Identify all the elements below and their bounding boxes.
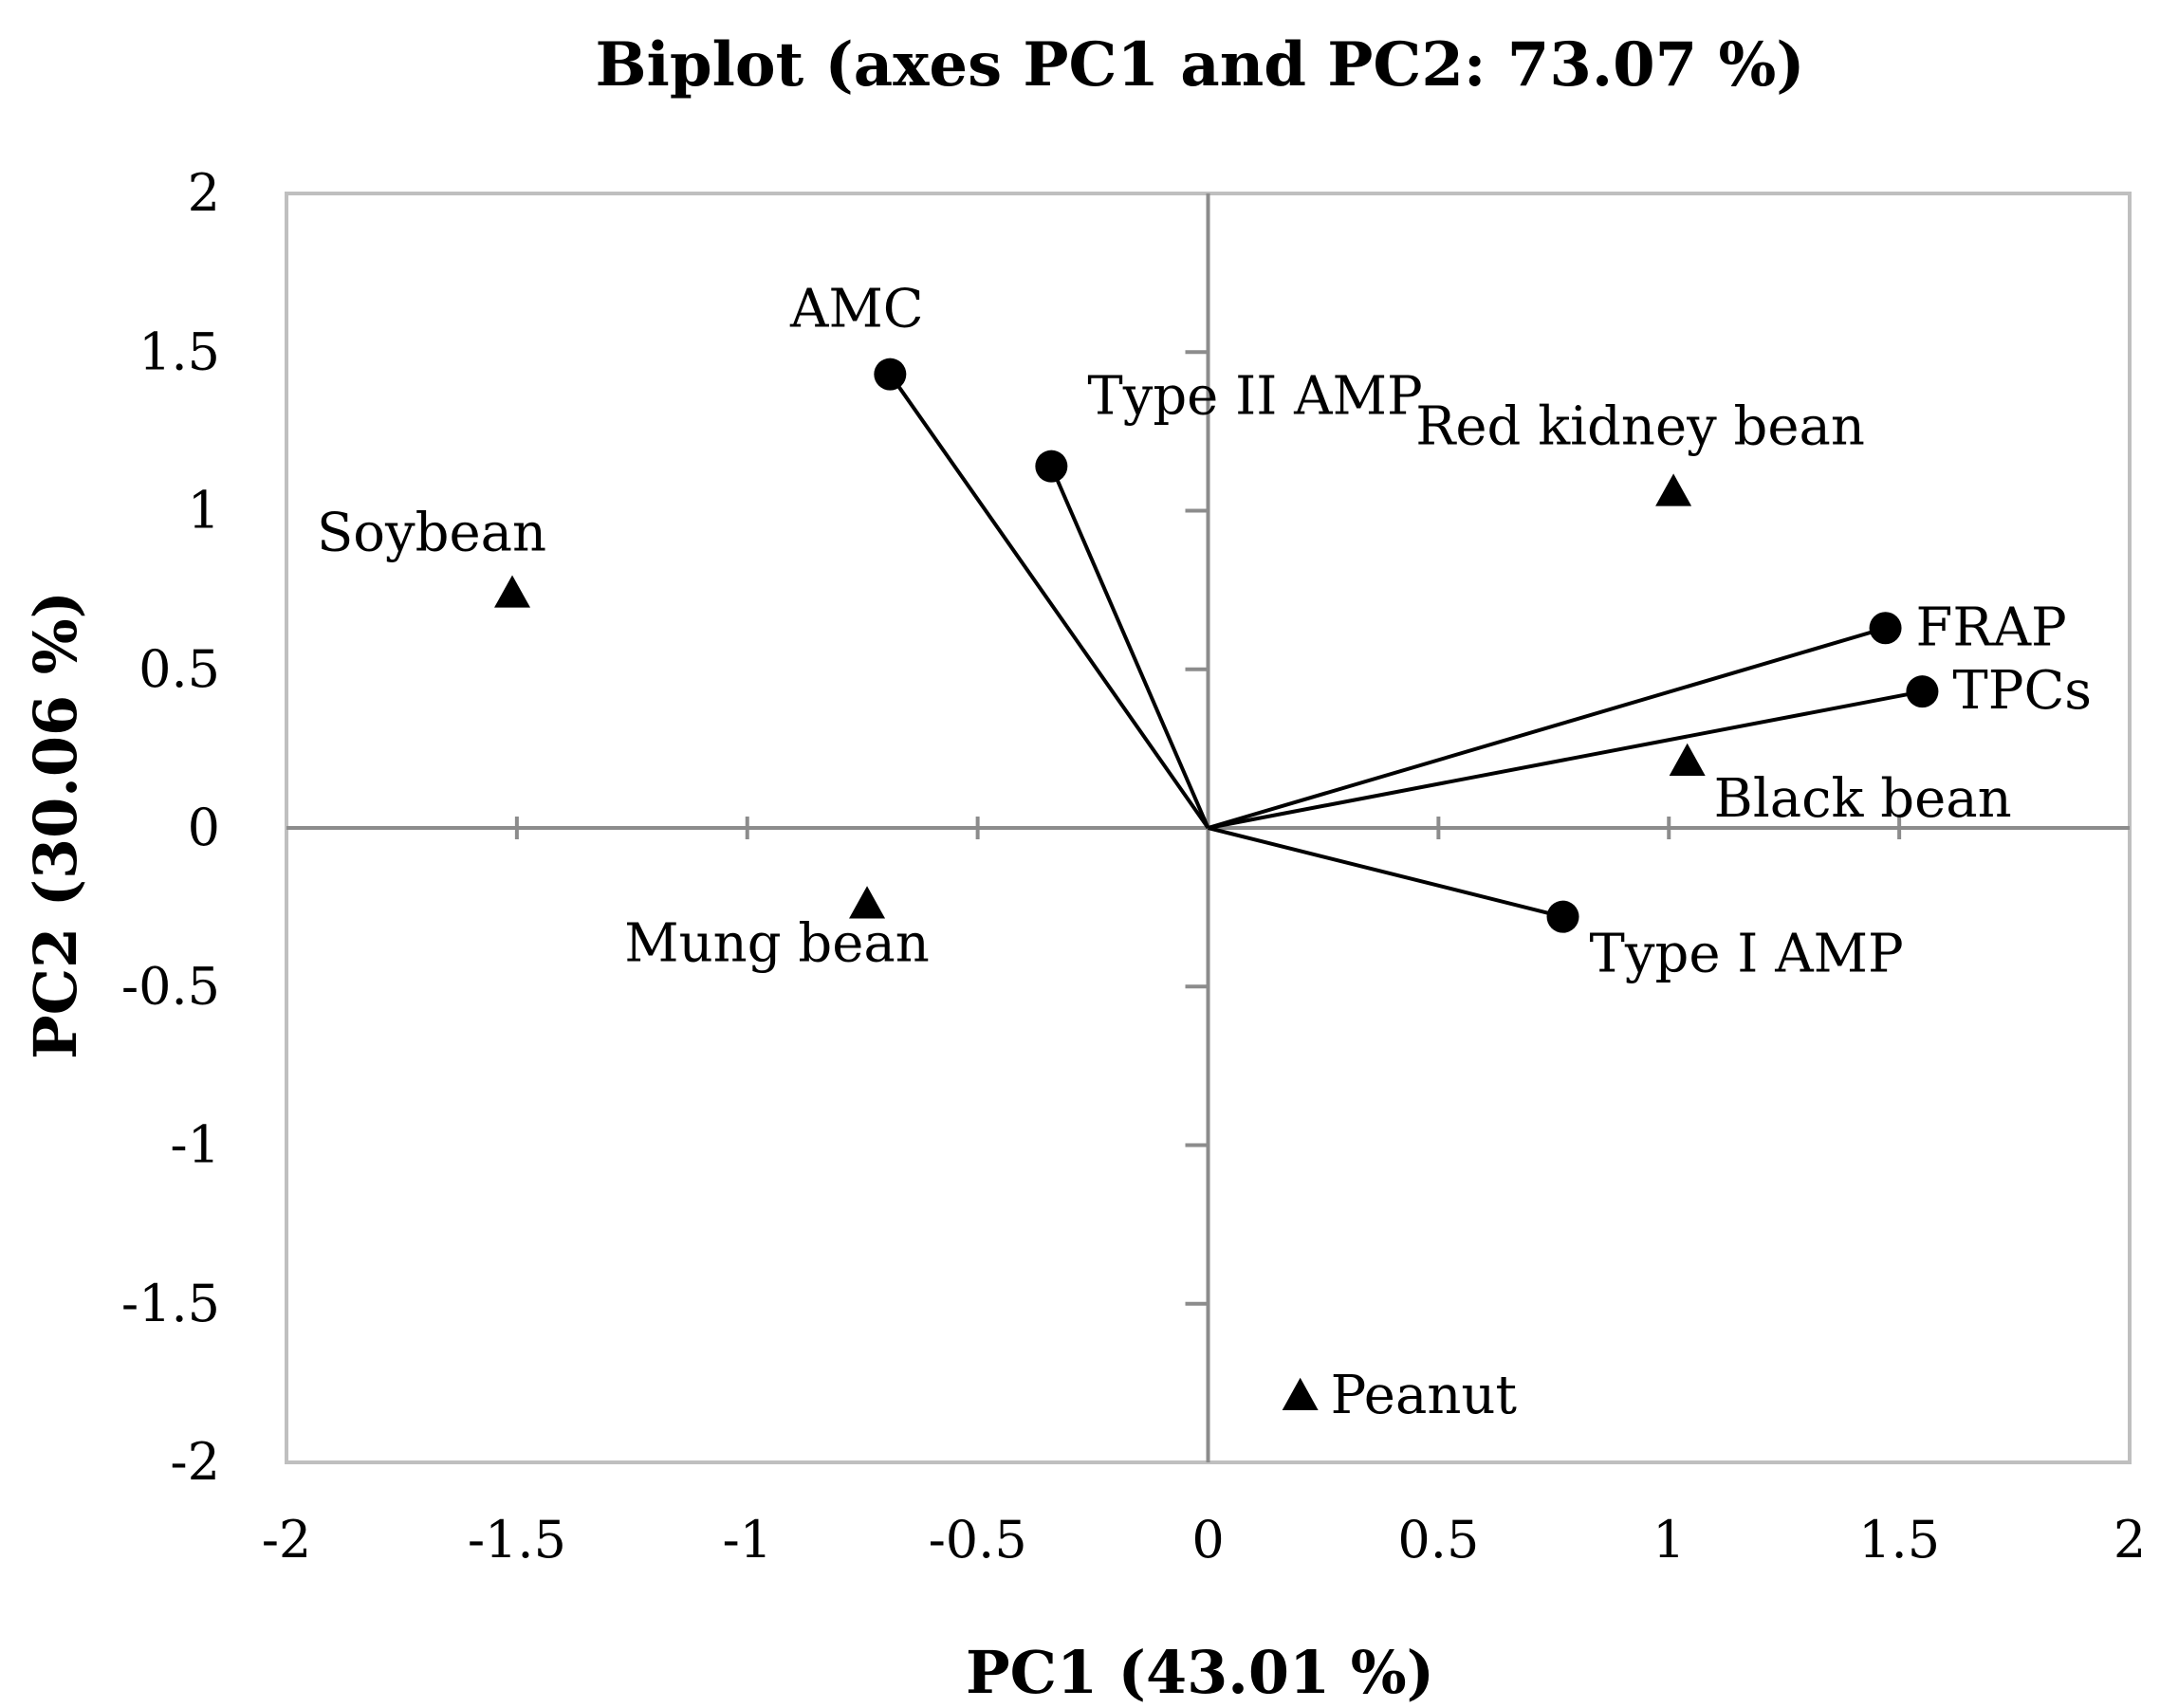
x-tick-label: 0.5 <box>1397 1510 1479 1570</box>
variable-tpcs: TPCs <box>1208 660 2092 830</box>
observation-label: Red kidney bean <box>1415 395 1865 457</box>
variable-label: TPCs <box>1952 660 2092 722</box>
vector-line <box>888 373 1210 830</box>
observation-marker <box>494 575 531 608</box>
chart-title: Biplot (axes PC1 and PC2: 73.07 %) <box>595 29 1804 101</box>
x-tick-label: -0.5 <box>929 1510 1027 1570</box>
y-tick-label: -1 <box>170 1115 220 1175</box>
variable-type-i-amp: Type I AMP <box>1208 826 1904 985</box>
vector-line <box>1208 689 1923 830</box>
observation-marker <box>1282 1377 1319 1410</box>
y-axis-title: PC2 (30.06 %) <box>21 591 90 1059</box>
observation-label: Peanut <box>1331 1365 1518 1426</box>
variable-label: FRAP <box>1916 597 2067 658</box>
observation-peanut: Peanut <box>1282 1365 1518 1426</box>
observation-black-bean: Black bean <box>1669 743 2012 830</box>
variable-amc: AMC <box>789 279 1210 830</box>
tick-labels: -2 -1.5 -1 -0.5 0 0.5 1 1.5 2 2 1.5 1 0.5 0 -0.5 -1 -1.5… <box>121 163 2146 1570</box>
x-tick-label: 0 <box>1191 1510 1224 1570</box>
observation-points: Red kidney bean Soybean Black bean Mung bea… <box>317 395 2012 1425</box>
observation-label: Soybean <box>317 502 546 563</box>
variable-type-ii-amp: Type II AMP <box>1035 366 1423 829</box>
observation-red-kidney-bean: Red kidney bean <box>1415 395 1865 506</box>
observation-marker <box>849 886 886 919</box>
x-tick-label: 1 <box>1652 1510 1685 1570</box>
observation-marker <box>1669 743 1706 776</box>
y-tick-label: 2 <box>188 163 220 223</box>
vector-point <box>1869 612 1902 645</box>
y-tick-label: -2 <box>170 1432 220 1492</box>
vector-line <box>1207 626 1887 830</box>
variable-label: Type I AMP <box>1590 924 1904 985</box>
vector-line <box>1049 465 1210 829</box>
x-tick-label: -1 <box>722 1510 772 1570</box>
vector-point <box>1906 675 1939 708</box>
variable-label: Type II AMP <box>1087 366 1422 428</box>
y-tick-label: 0.5 <box>138 639 220 699</box>
observation-label: Black bean <box>1714 768 2012 830</box>
x-tick-label: 1.5 <box>1858 1510 1940 1570</box>
y-tick-label: 1.5 <box>138 321 220 381</box>
observation-soybean: Soybean <box>317 502 546 608</box>
y-tick-label: -1.5 <box>121 1274 220 1333</box>
vector-line <box>1208 826 1564 919</box>
x-tick-label: -1.5 <box>468 1510 566 1570</box>
vector-point <box>1035 450 1068 483</box>
observation-marker <box>1655 473 1692 506</box>
y-tick-label: 1 <box>188 481 220 541</box>
x-axis-title: PC1 (43.01 %) <box>966 1638 1434 1707</box>
observation-mung-bean: Mung bean <box>624 886 930 974</box>
variable-frap: FRAP <box>1207 597 2067 830</box>
x-tick-label: 2 <box>2114 1510 2146 1570</box>
variable-label: AMC <box>789 279 924 340</box>
vector-point <box>1546 900 1579 933</box>
x-tick-label: -2 <box>262 1510 312 1570</box>
y-tick-label: -0.5 <box>121 956 220 1016</box>
vector-point <box>874 358 907 391</box>
observation-label: Mung bean <box>624 912 930 974</box>
y-tick-label: 0 <box>188 798 220 857</box>
